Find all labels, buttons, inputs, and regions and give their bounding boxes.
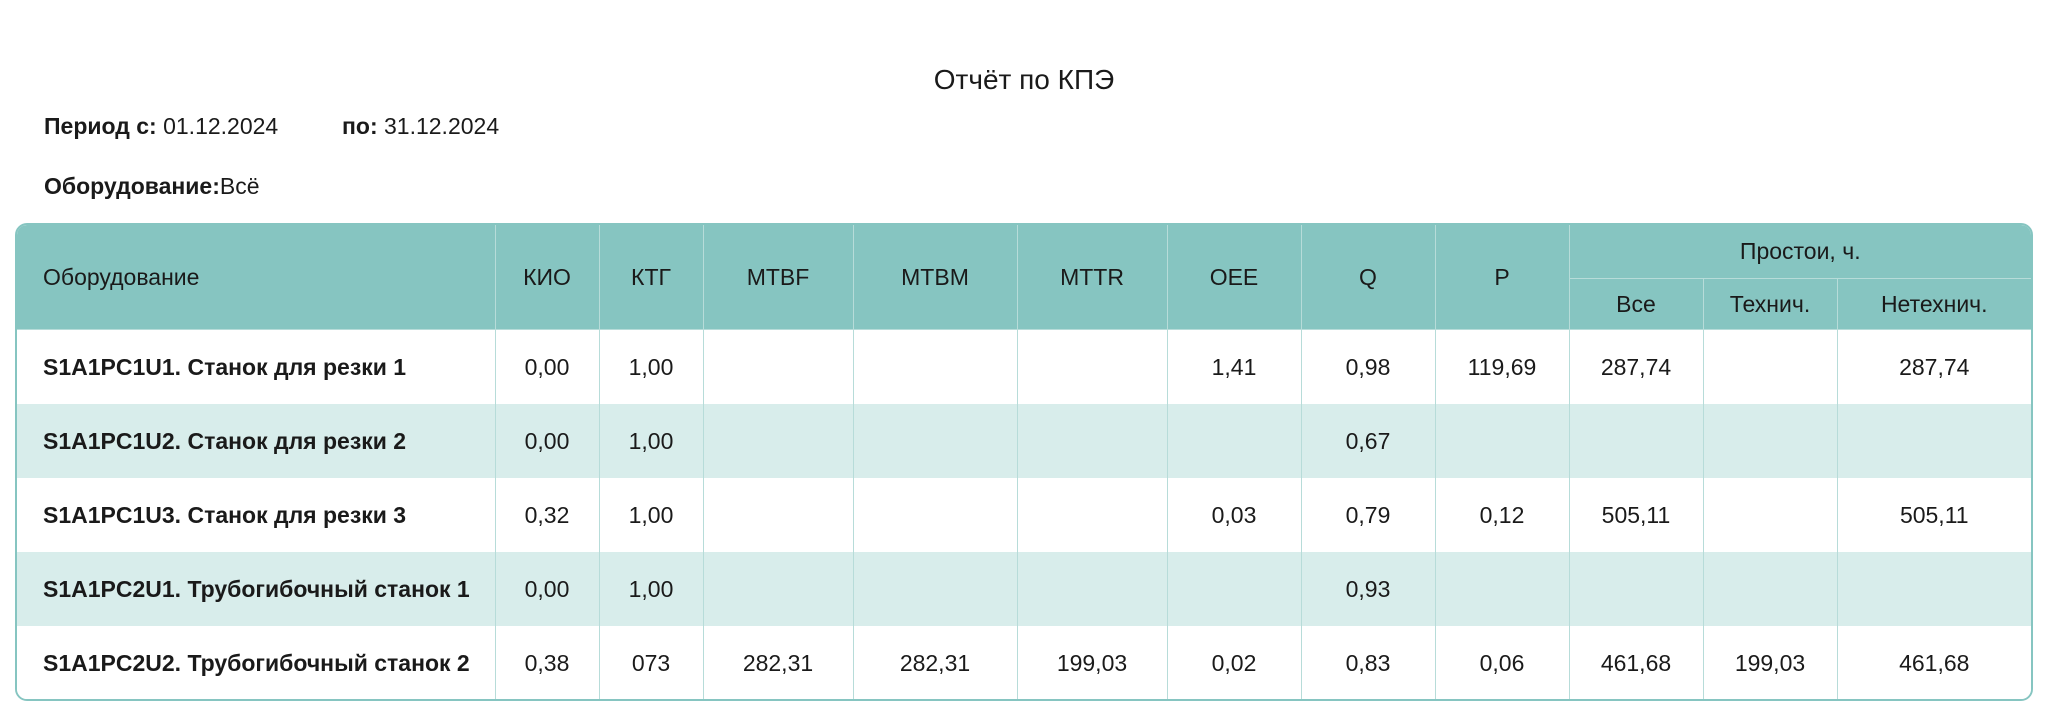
cell-downtime-tech (1703, 478, 1838, 552)
cell-downtime-nontech: 505,11 (1837, 478, 2031, 552)
cell-mttr (1017, 552, 1168, 626)
cell-mttr (1017, 478, 1168, 552)
cell-q: 0,83 (1301, 626, 1436, 699)
cell-downtime-all: 505,11 (1569, 478, 1704, 552)
period-to-value: 31.12.2024 (384, 113, 500, 139)
cell-mtbf (703, 552, 854, 626)
cell-downtime-all (1569, 552, 1704, 626)
header-oee: OEE (1167, 225, 1302, 330)
table-body: S1A1PC1U1. Станок для резки 1 0,00 1,00 1,4… (17, 329, 2031, 699)
cell-mtbf: 282,31 (703, 626, 854, 699)
header-downtime-all: Все (1569, 278, 1704, 330)
cell-downtime-nontech (1837, 552, 2031, 626)
cell-q: 0,79 (1301, 478, 1436, 552)
cell-ktg: 073 (599, 626, 704, 699)
equipment-filter: Оборудование:Всё (44, 171, 260, 201)
cell-oee: 1,41 (1167, 329, 1302, 404)
cell-equipment: S1A1PC1U2. Станок для резки 2 (17, 404, 496, 478)
period-to-label: по: (342, 113, 378, 139)
table-row: S1A1PC1U1. Станок для резки 1 0,00 1,00 1,4… (17, 329, 2031, 404)
cell-p: 0,06 (1435, 626, 1570, 699)
header-p: P (1435, 225, 1570, 330)
cell-oee (1167, 552, 1302, 626)
table-header: Оборудование КИО КТГ MTBF MTBM MTTR OEE … (17, 225, 2031, 330)
cell-downtime-tech (1703, 552, 1838, 626)
header-q: Q (1301, 225, 1436, 330)
cell-downtime-all (1569, 404, 1704, 478)
header-mtbm: MTBM (853, 225, 1018, 330)
cell-ktg: 1,00 (599, 404, 704, 478)
cell-ktg: 1,00 (599, 329, 704, 404)
cell-mtbm: 282,31 (853, 626, 1018, 699)
cell-p: 119,69 (1435, 329, 1570, 404)
kpi-table: Оборудование КИО КТГ MTBF MTBM MTTR OEE … (15, 223, 2033, 701)
header-kio: КИО (495, 225, 600, 330)
header-downtime-nontech: Нетехнич. (1837, 278, 2031, 330)
cell-kio: 0,32 (495, 478, 600, 552)
cell-downtime-tech (1703, 404, 1838, 478)
cell-mtbf (703, 404, 854, 478)
header-downtime-tech: Технич. (1703, 278, 1838, 330)
cell-equipment: S1A1PC1U3. Станок для резки 3 (17, 478, 496, 552)
cell-q: 0,93 (1301, 552, 1436, 626)
table-row: S1A1PC1U3. Станок для резки 3 0,32 1,00 0,0… (17, 478, 2031, 552)
cell-mtbm (853, 329, 1018, 404)
cell-q: 0,98 (1301, 329, 1436, 404)
cell-ktg: 1,00 (599, 552, 704, 626)
cell-equipment: S1A1PC2U2. Трубогибочный станок 2 (17, 626, 496, 699)
cell-q: 0,67 (1301, 404, 1436, 478)
cell-mttr: 199,03 (1017, 626, 1168, 699)
cell-mtbm (853, 552, 1018, 626)
cell-downtime-tech: 199,03 (1703, 626, 1838, 699)
cell-kio: 0,00 (495, 552, 600, 626)
report-title: Отчёт по КПЭ (933, 64, 1115, 95)
header-mtbf: MTBF (703, 225, 854, 330)
cell-p (1435, 552, 1570, 626)
equipment-filter-value: Всё (219, 173, 260, 199)
cell-p: 0,12 (1435, 478, 1570, 552)
cell-equipment: S1A1PC1U1. Станок для резки 1 (17, 329, 496, 404)
cell-mtbm (853, 404, 1018, 478)
cell-downtime-nontech (1837, 404, 2031, 478)
cell-downtime-tech (1703, 329, 1838, 404)
table-row: S1A1PC1U2. Станок для резки 2 0,00 1,00 0,6… (17, 404, 2031, 478)
header-downtime: Простои, ч. (1569, 225, 2031, 279)
cell-oee: 0,02 (1167, 626, 1302, 699)
cell-ktg: 1,00 (599, 478, 704, 552)
cell-equipment: S1A1PC2U1. Трубогибочный станок 1 (17, 552, 496, 626)
header-equipment: Оборудование (17, 225, 496, 330)
cell-kio: 0,00 (495, 404, 600, 478)
cell-downtime-nontech: 287,74 (1837, 329, 2031, 404)
cell-mtbf (703, 478, 854, 552)
period-from-label: Период с: (44, 113, 157, 139)
cell-mtbm (853, 478, 1018, 552)
period-to: по: 31.12.2024 (342, 111, 499, 141)
table-row: S1A1PC2U1. Трубогибочный станок 1 0,00 1,0… (17, 552, 2031, 626)
cell-kio: 0,00 (495, 329, 600, 404)
period-from: Период с: 01.12.2024 (44, 111, 278, 141)
cell-mttr (1017, 404, 1168, 478)
cell-downtime-all: 461,68 (1569, 626, 1704, 699)
period-from-value: 01.12.2024 (163, 113, 279, 139)
table-row: S1A1PC2U2. Трубогибочный станок 2 0,38 073… (17, 626, 2031, 699)
cell-mtbf (703, 329, 854, 404)
cell-mttr (1017, 329, 1168, 404)
header-ktg: КТГ (599, 225, 704, 330)
header-mttr: MTTR (1017, 225, 1168, 330)
cell-p (1435, 404, 1570, 478)
cell-kio: 0,38 (495, 626, 600, 699)
cell-oee: 0,03 (1167, 478, 1302, 552)
cell-downtime-all: 287,74 (1569, 329, 1704, 404)
cell-oee (1167, 404, 1302, 478)
cell-downtime-nontech: 461,68 (1837, 626, 2031, 699)
equipment-filter-label: Оборудование: (44, 173, 220, 199)
